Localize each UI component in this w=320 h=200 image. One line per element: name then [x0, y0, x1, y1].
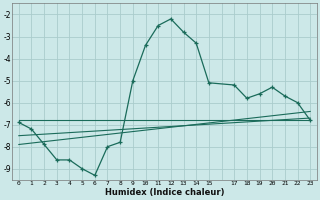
X-axis label: Humidex (Indice chaleur): Humidex (Indice chaleur) [105, 188, 224, 197]
